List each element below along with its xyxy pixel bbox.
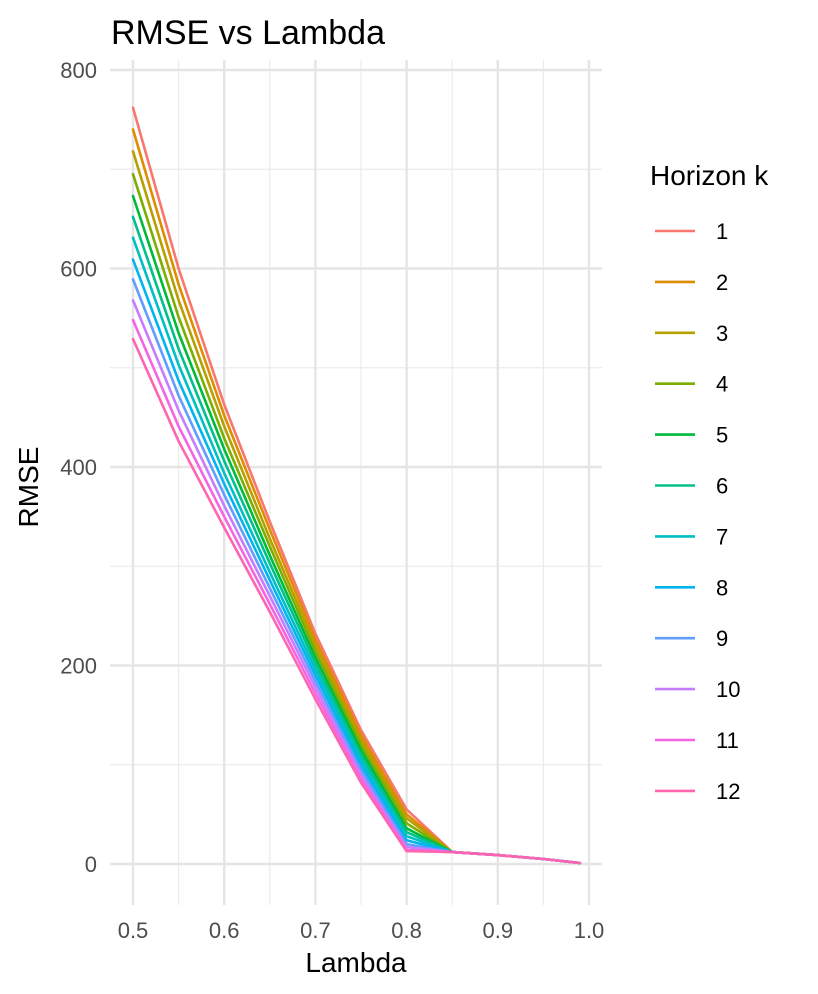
legend-item: 10 [655, 677, 740, 702]
y-axis-tick-labels: 0 200 400 600 800 [60, 58, 97, 877]
legend-item: 11 [655, 728, 739, 753]
y-tick-label: 800 [60, 58, 97, 83]
legend-item: 7 [655, 524, 728, 549]
legend-label: 1 [716, 219, 728, 244]
legend-label: 9 [716, 626, 728, 651]
chart-title: RMSE vs Lambda [111, 14, 385, 52]
y-tick-label: 200 [60, 654, 97, 679]
series-lines [131, 106, 582, 865]
x-tick-label: 0.5 [118, 918, 149, 943]
legend-label: 12 [716, 779, 740, 804]
legend-item: 8 [655, 575, 728, 600]
y-tick-label: 0 [85, 852, 97, 877]
legend-label: 6 [716, 474, 728, 499]
y-tick-label: 400 [60, 455, 97, 480]
legend-item: 1 [655, 219, 728, 244]
x-tick-label: 0.9 [483, 918, 514, 943]
legend-label: 11 [716, 728, 739, 753]
series-line-12 [131, 337, 582, 865]
legend-item: 2 [655, 270, 728, 295]
y-axis-title: RMSE [13, 447, 44, 528]
legend-label: 2 [716, 270, 728, 295]
legend-item: 4 [655, 372, 728, 397]
major-gridlines [110, 60, 602, 905]
legend-item: 3 [655, 321, 728, 346]
x-tick-label: 0.6 [209, 918, 240, 943]
legend-item: 5 [655, 423, 728, 448]
x-tick-label: 1.0 [574, 918, 605, 943]
legend-item: 9 [655, 626, 728, 651]
legend-item: 12 [655, 779, 740, 804]
legend-label: 3 [716, 321, 728, 346]
x-tick-label: 0.7 [300, 918, 331, 943]
x-axis-title: Lambda [305, 947, 407, 978]
legend-label: 8 [716, 575, 728, 600]
y-tick-label: 600 [60, 257, 97, 282]
legend-item: 6 [655, 474, 728, 499]
legend-label: 4 [716, 372, 728, 397]
legend-label: 10 [716, 677, 740, 702]
x-tick-label: 0.8 [391, 918, 422, 943]
x-axis-tick-labels: 0.5 0.6 0.7 0.8 0.9 1.0 [118, 918, 605, 943]
legend-title: Horizon k [650, 160, 769, 191]
minor-gridlines [110, 60, 602, 905]
legend-label: 7 [716, 524, 728, 549]
legend-label: 5 [716, 423, 728, 448]
